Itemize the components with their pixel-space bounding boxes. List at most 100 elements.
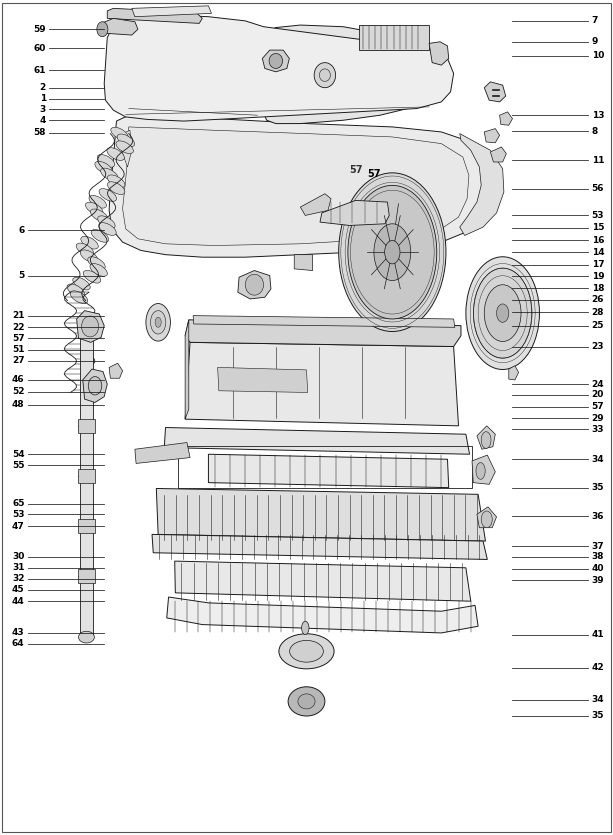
Text: 45: 45 bbox=[12, 585, 25, 594]
Polygon shape bbox=[185, 320, 461, 347]
Polygon shape bbox=[484, 82, 506, 102]
Ellipse shape bbox=[83, 271, 101, 283]
Ellipse shape bbox=[473, 268, 531, 358]
Text: 57: 57 bbox=[349, 165, 362, 175]
Text: 3: 3 bbox=[40, 105, 46, 114]
Bar bbox=[78, 519, 95, 533]
Ellipse shape bbox=[81, 236, 98, 249]
Polygon shape bbox=[477, 426, 495, 449]
Text: 64: 64 bbox=[12, 640, 25, 648]
Ellipse shape bbox=[146, 304, 170, 342]
Ellipse shape bbox=[101, 168, 118, 181]
Polygon shape bbox=[156, 488, 485, 541]
Text: 59: 59 bbox=[33, 25, 46, 33]
Polygon shape bbox=[164, 428, 470, 454]
Text: 32: 32 bbox=[12, 574, 25, 583]
Polygon shape bbox=[460, 134, 504, 235]
Ellipse shape bbox=[89, 195, 107, 208]
Text: 57: 57 bbox=[592, 402, 604, 411]
Ellipse shape bbox=[289, 640, 324, 662]
Polygon shape bbox=[477, 507, 497, 528]
Polygon shape bbox=[107, 8, 202, 23]
Text: 25: 25 bbox=[592, 321, 604, 330]
Text: 58: 58 bbox=[34, 129, 46, 137]
Ellipse shape bbox=[476, 463, 485, 479]
Text: 34: 34 bbox=[592, 455, 604, 463]
Text: 46: 46 bbox=[12, 376, 25, 384]
Text: 19: 19 bbox=[592, 272, 604, 281]
Ellipse shape bbox=[245, 274, 264, 296]
Polygon shape bbox=[104, 15, 454, 121]
Polygon shape bbox=[490, 147, 506, 162]
Text: 48: 48 bbox=[12, 401, 25, 409]
Text: 55: 55 bbox=[12, 461, 25, 469]
Text: 24: 24 bbox=[592, 380, 604, 388]
Polygon shape bbox=[429, 42, 449, 65]
Bar bbox=[178, 446, 472, 488]
Ellipse shape bbox=[150, 311, 166, 334]
Ellipse shape bbox=[117, 134, 135, 147]
Polygon shape bbox=[208, 454, 449, 488]
Text: 57: 57 bbox=[367, 169, 381, 179]
Ellipse shape bbox=[91, 209, 108, 222]
Polygon shape bbox=[123, 127, 469, 245]
Text: 65: 65 bbox=[12, 499, 25, 508]
Text: 37: 37 bbox=[592, 542, 604, 550]
Ellipse shape bbox=[314, 63, 336, 88]
Text: 30: 30 bbox=[12, 553, 25, 561]
Text: 9: 9 bbox=[592, 38, 598, 46]
Text: 35: 35 bbox=[592, 483, 604, 492]
Text: 26: 26 bbox=[592, 296, 604, 304]
Text: 14: 14 bbox=[592, 248, 604, 256]
Text: 28: 28 bbox=[592, 308, 604, 316]
Ellipse shape bbox=[107, 175, 125, 188]
Ellipse shape bbox=[80, 250, 98, 263]
Ellipse shape bbox=[338, 173, 446, 331]
Polygon shape bbox=[77, 311, 104, 342]
Ellipse shape bbox=[374, 224, 411, 281]
Polygon shape bbox=[484, 129, 500, 143]
Ellipse shape bbox=[481, 511, 492, 528]
Text: 27: 27 bbox=[12, 357, 25, 365]
Ellipse shape bbox=[107, 148, 124, 160]
Polygon shape bbox=[185, 342, 459, 426]
Polygon shape bbox=[294, 255, 313, 271]
Ellipse shape bbox=[279, 634, 334, 669]
Polygon shape bbox=[109, 115, 490, 257]
Ellipse shape bbox=[97, 22, 108, 37]
Polygon shape bbox=[261, 25, 438, 124]
Polygon shape bbox=[300, 194, 331, 215]
Polygon shape bbox=[175, 561, 471, 601]
Ellipse shape bbox=[269, 53, 283, 68]
Text: 60: 60 bbox=[34, 44, 46, 53]
Polygon shape bbox=[193, 316, 455, 327]
Text: 31: 31 bbox=[12, 564, 25, 572]
Ellipse shape bbox=[384, 240, 400, 264]
Polygon shape bbox=[132, 6, 211, 17]
Text: 56: 56 bbox=[592, 185, 604, 193]
Text: 52: 52 bbox=[12, 387, 25, 396]
Text: 53: 53 bbox=[592, 211, 604, 220]
Text: 13: 13 bbox=[592, 111, 604, 119]
Ellipse shape bbox=[76, 243, 94, 256]
Polygon shape bbox=[83, 369, 107, 402]
Text: 10: 10 bbox=[592, 52, 604, 60]
Ellipse shape bbox=[95, 161, 112, 174]
Text: 7: 7 bbox=[592, 17, 598, 25]
Text: 47: 47 bbox=[12, 522, 25, 530]
Bar bbox=[78, 419, 95, 433]
Ellipse shape bbox=[99, 223, 116, 235]
Text: 39: 39 bbox=[592, 576, 604, 584]
Text: 35: 35 bbox=[592, 711, 604, 720]
Text: 21: 21 bbox=[12, 311, 25, 320]
Text: 38: 38 bbox=[592, 553, 604, 561]
Text: 1: 1 bbox=[40, 94, 46, 103]
Text: 20: 20 bbox=[592, 391, 604, 399]
Ellipse shape bbox=[319, 68, 330, 82]
Text: 36: 36 bbox=[592, 512, 604, 520]
Ellipse shape bbox=[73, 277, 90, 290]
Polygon shape bbox=[509, 366, 519, 380]
Text: 44: 44 bbox=[12, 597, 25, 605]
Ellipse shape bbox=[82, 316, 99, 337]
Polygon shape bbox=[262, 50, 289, 72]
